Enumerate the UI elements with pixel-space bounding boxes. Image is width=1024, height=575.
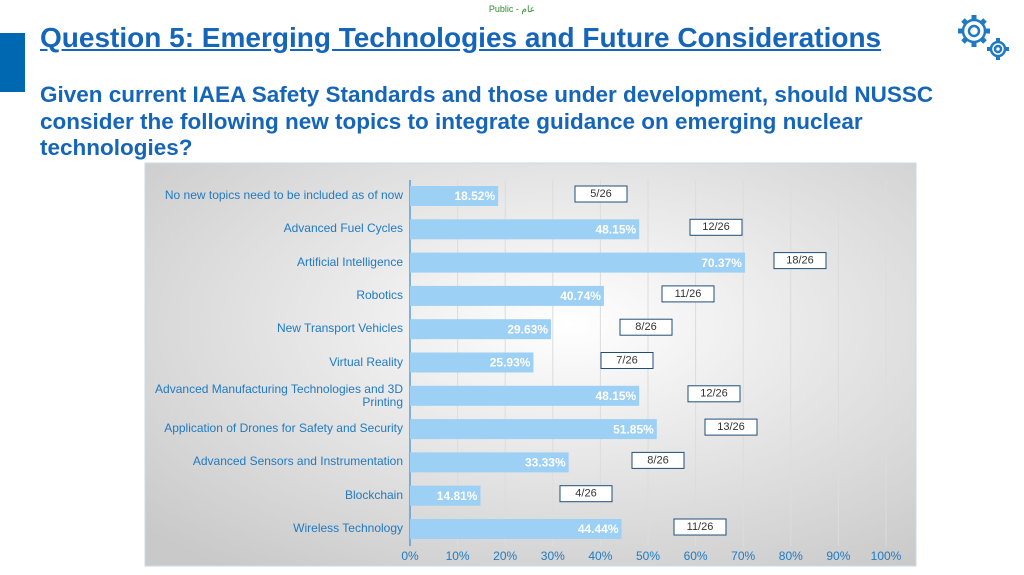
value-label: 51.85% <box>613 422 654 436</box>
annotation-label: 5/26 <box>590 188 611 200</box>
category-label: No new topics need to be included as of … <box>164 188 403 202</box>
annotation-label: 11/26 <box>675 288 702 300</box>
value-label: 48.15% <box>595 222 636 236</box>
bar <box>410 485 481 506</box>
annotation-label: 13/26 <box>717 421 745 433</box>
bar <box>410 186 499 206</box>
classification-label: Public - عام <box>488 4 536 14</box>
annotation-label: 7/26 <box>616 354 637 366</box>
annotation-box <box>559 485 613 503</box>
x-tick-label: 90% <box>826 549 850 563</box>
category-label: Virtual Reality <box>329 354 403 369</box>
bar <box>410 219 640 240</box>
annotation-label: 12/26 <box>700 388 728 400</box>
bar <box>410 519 622 539</box>
value-label: 33.33% <box>525 456 566 470</box>
category-label: Robotics <box>356 287 403 302</box>
x-tick-label: 10% <box>446 549 470 563</box>
bar <box>410 419 657 440</box>
bar <box>410 385 640 406</box>
category-label: Blockchain <box>344 487 403 502</box>
category-label: Application of Drones for Safety and Sec… <box>164 421 403 436</box>
category-label: Artificial Intelligence <box>296 254 403 269</box>
x-tick-label: 30% <box>541 549 565 563</box>
annotation-label: 4/26 <box>575 488 596 500</box>
bar <box>410 352 534 373</box>
bar <box>410 452 569 473</box>
x-tick-label: 100% <box>871 549 902 563</box>
x-tick-label: 20% <box>493 549 517 563</box>
value-label: 44.44% <box>578 522 619 536</box>
annotation-label: 11/26 <box>687 521 714 533</box>
annotation-box <box>574 185 628 203</box>
category-label: Advanced Manufacturing Technologies and … <box>155 381 403 409</box>
x-tick-label: 50% <box>636 549 660 563</box>
annotation-label: 8/26 <box>635 321 656 333</box>
annotation-label: 8/26 <box>647 454 668 466</box>
x-tick-label: 0% <box>401 549 419 563</box>
category-label: Advanced Fuel Cycles <box>283 221 403 236</box>
annotation-box <box>687 385 741 403</box>
accent-bar <box>0 33 25 92</box>
annotation-box <box>631 451 685 469</box>
value-label: 14.81% <box>437 489 478 503</box>
category-label: Wireless Technology <box>293 521 403 535</box>
annotation-label: 18/26 <box>786 255 814 267</box>
annotation-box <box>619 318 673 336</box>
value-label: 70.37% <box>701 256 742 270</box>
gear-icon <box>958 15 1009 60</box>
category-label: Advanced Sensors and Instrumentation <box>192 454 403 469</box>
value-label: 18.52% <box>454 189 495 203</box>
annotation-box <box>600 352 654 369</box>
category-label: New Transport Vehicles <box>276 321 403 336</box>
x-tick-label: 80% <box>779 549 803 563</box>
bar <box>410 319 552 340</box>
x-tick-label: 70% <box>731 549 755 563</box>
value-label: 48.15% <box>595 389 636 403</box>
x-tick-label: 40% <box>588 549 612 563</box>
slide-subtitle: Given current IAEA Safety Standards and … <box>40 82 934 160</box>
annotation-box <box>661 285 715 303</box>
annotation-box <box>773 252 827 270</box>
annotation-box <box>704 418 758 436</box>
bar <box>410 252 745 273</box>
bar <box>410 285 604 306</box>
value-label: 25.93% <box>490 356 531 370</box>
slide-title: Question 5: Emerging Technologies and Fu… <box>40 22 882 53</box>
annotation-box <box>673 518 727 536</box>
x-tick-label: 60% <box>684 549 708 563</box>
annotation-label: 12/26 <box>702 221 730 233</box>
annotation-box <box>689 218 743 236</box>
value-label: 29.63% <box>507 322 548 336</box>
value-label: 40.74% <box>560 289 601 303</box>
